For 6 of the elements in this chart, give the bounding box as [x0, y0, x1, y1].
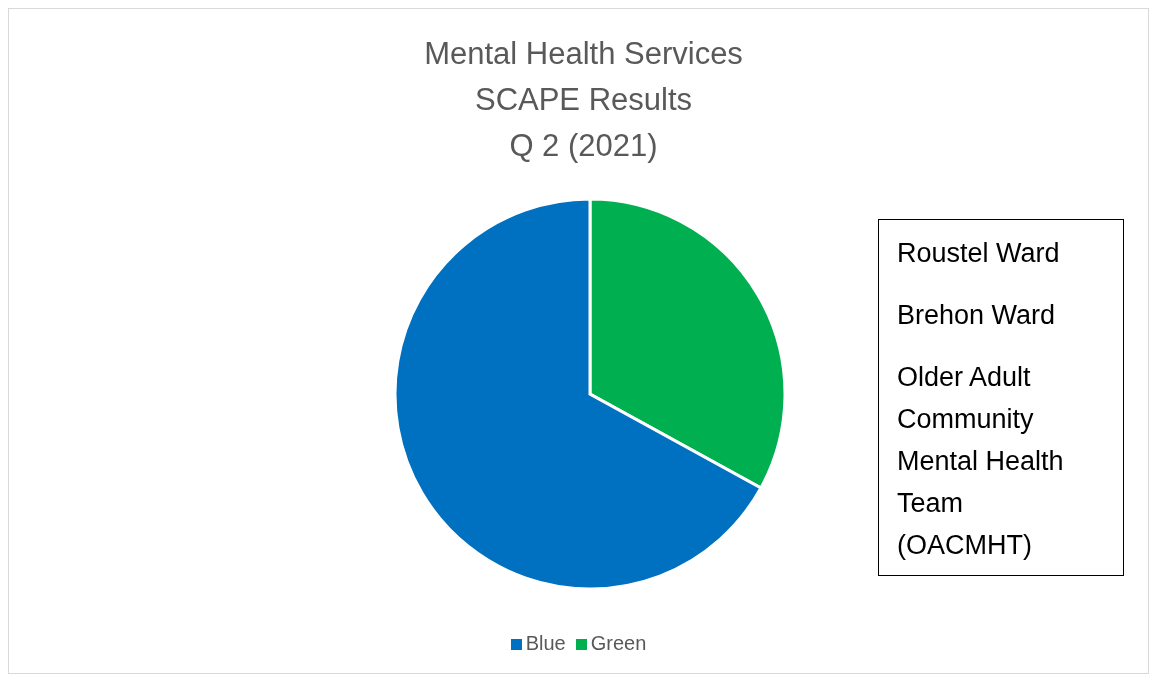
text: Brehon Ward — [897, 299, 1057, 332]
legend-label: Green — [590, 632, 647, 654]
chart-title: Mental Health Services SCAPE Results Q 2 (2021) — [423, 35, 744, 165]
text: Older Adult Community Mental Health Team (OACMHT) — [897, 361, 1065, 562]
text: Roustel Ward — [897, 237, 1061, 270]
legend-label: Blue — [525, 632, 566, 654]
